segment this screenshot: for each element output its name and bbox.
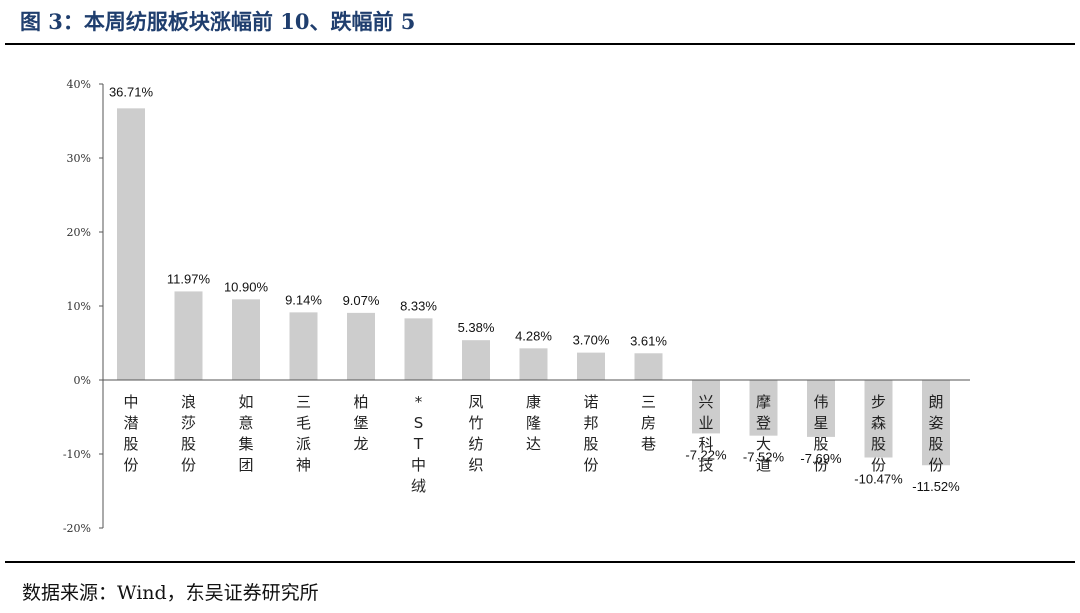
data-label: -7.22% [685,447,727,462]
category-label: 兴业科技 [698,393,713,474]
category-label: 中潜股份 [123,393,138,474]
category-label: 诺邦股份 [583,393,598,474]
y-tick-label: -10% [63,448,91,461]
bar [577,352,605,380]
data-label: 8.33% [400,298,437,313]
bar [519,348,548,380]
bar [289,312,318,380]
category-label: 朗姿股份 [928,393,943,474]
y-tick-label: 30% [67,152,91,165]
y-tick-label: -20% [63,522,91,535]
y-tick-label: 0% [74,374,91,387]
y-tick-label: 20% [67,226,91,239]
category-label: 凤竹纺织 [468,393,483,474]
category-label: 柏堡龙 [353,393,368,453]
figure-title: 图 3：本周纺服板块涨幅前 10、跌幅前 5 [20,9,416,34]
data-label: 5.38% [458,320,495,335]
category-label: 摩登大道 [756,393,771,474]
bar [462,340,490,380]
bar [404,318,433,380]
data-label: 4.28% [515,328,552,343]
category-label: 浪莎股份 [181,393,196,474]
data-label: 36.71% [109,84,154,99]
data-label: 10.90% [224,279,269,294]
data-label: 11.97% [167,271,211,286]
bar [634,353,663,380]
bar [174,291,203,380]
data-label: -10.47% [854,471,903,486]
category-label: 伟星股份 [813,393,828,474]
y-tick-label: 40% [67,78,91,91]
source-note: 数据来源：Wind，东吴证券研究所 [22,582,319,604]
data-label: 3.70% [573,333,610,348]
y-tick-label: 10% [67,300,91,313]
bar [692,380,720,434]
category-label: 康隆达 [526,393,541,453]
data-label: -7.69% [800,451,842,466]
bar [922,380,950,466]
data-label: 9.14% [285,292,322,307]
category-label: 步森股份 [871,393,886,474]
category-label: 三毛派神 [296,393,311,474]
title-rule [5,43,1075,45]
bar [749,380,778,436]
bar [232,299,260,380]
footer-rule [5,561,1075,563]
category-label: 如意集团 [238,393,253,474]
bar [807,380,835,437]
bar [864,380,893,458]
data-label: 9.07% [343,293,380,308]
data-label: -7.52% [743,450,785,465]
category-label: 三房巷 [641,393,656,453]
bar [117,108,145,380]
category-label: * S T 中绒 [411,393,426,495]
bar [347,312,375,380]
data-label: 3.61% [630,333,667,348]
data-label: -11.52% [912,479,960,494]
